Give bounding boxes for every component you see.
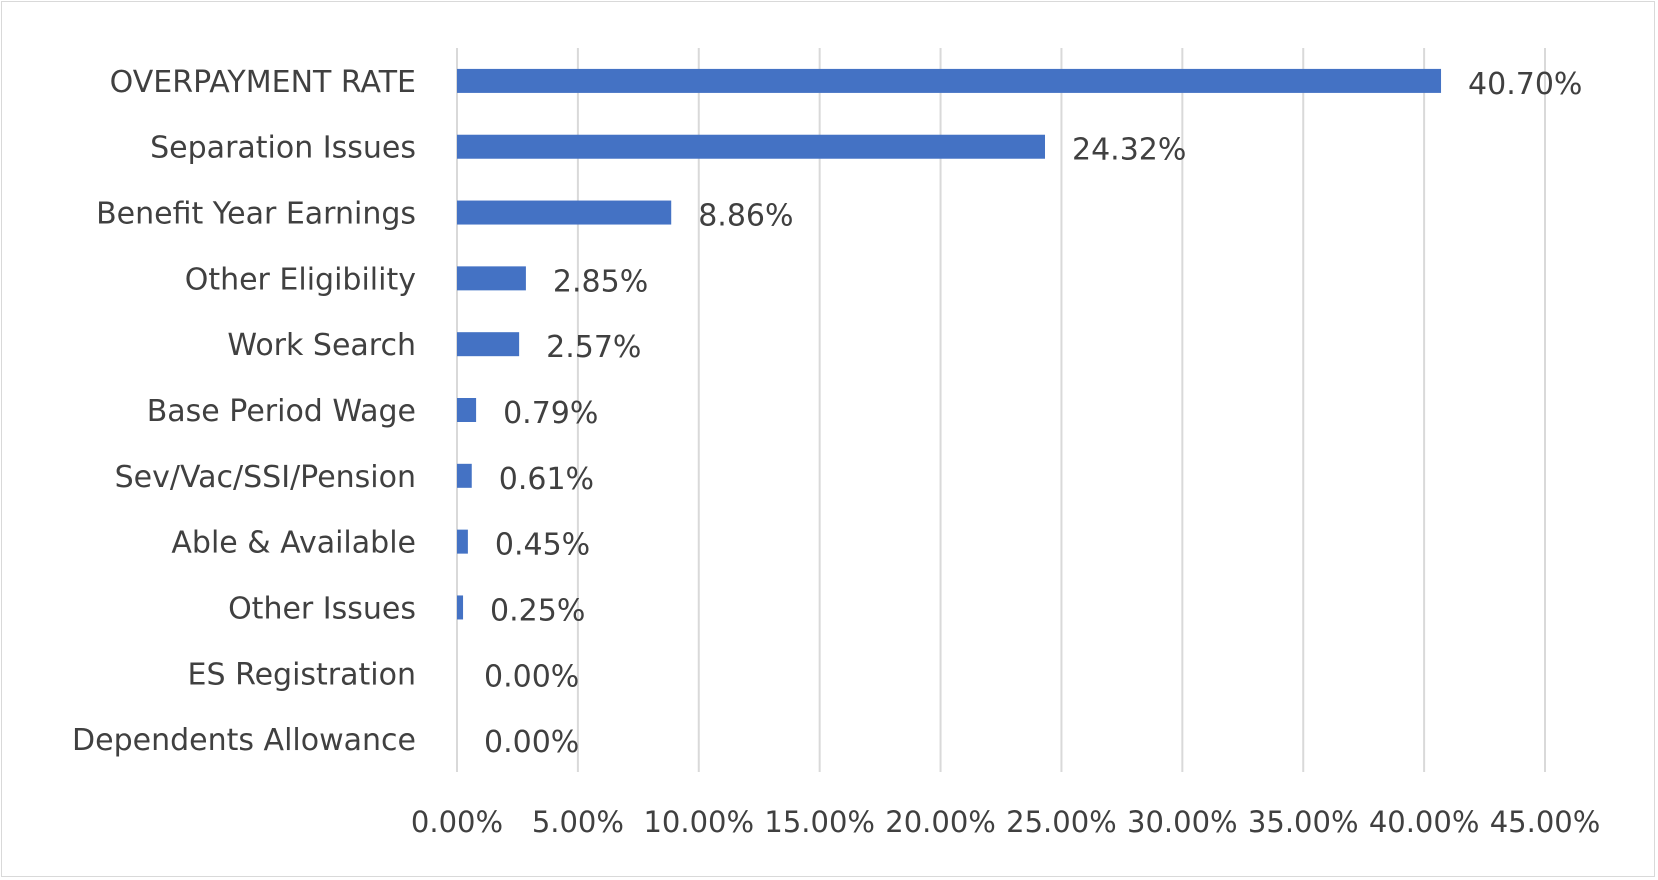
data-label: 2.85% bbox=[553, 264, 648, 299]
bar bbox=[457, 68, 1442, 93]
x-tick-label: 5.00% bbox=[532, 805, 624, 839]
bar bbox=[457, 134, 1046, 159]
category-label: OVERPAYMENT RATE bbox=[110, 65, 416, 100]
category-label: Work Search bbox=[227, 328, 416, 363]
bar bbox=[457, 200, 672, 225]
category-label: Separation Issues bbox=[150, 131, 416, 166]
category-label: Base Period Wage bbox=[147, 394, 416, 429]
data-label: 0.25% bbox=[490, 593, 585, 628]
x-tick-label: 20.00% bbox=[885, 805, 996, 839]
x-tick-label: 0.00% bbox=[411, 805, 503, 839]
data-label: 0.61% bbox=[499, 462, 594, 497]
data-label: 24.32% bbox=[1072, 133, 1186, 168]
x-tick-label: 35.00% bbox=[1248, 805, 1359, 839]
category-label: Other Eligibility bbox=[185, 262, 416, 297]
x-tick-label: 40.00% bbox=[1369, 805, 1480, 839]
data-label: 2.57% bbox=[546, 330, 641, 365]
bar bbox=[457, 266, 526, 291]
bar bbox=[457, 398, 477, 422]
category-label: Other Issues bbox=[228, 591, 416, 626]
x-tick-label: 15.00% bbox=[764, 805, 875, 839]
category-label: Sev/Vac/SSI/Pension bbox=[115, 460, 416, 495]
category-label: Dependents Allowance bbox=[72, 723, 416, 758]
x-tick-label: 10.00% bbox=[643, 805, 754, 839]
data-label: 0.45% bbox=[495, 528, 590, 563]
category-label: Able & Available bbox=[171, 526, 416, 561]
bar bbox=[457, 332, 520, 357]
data-label: 0.00% bbox=[484, 659, 579, 694]
bar bbox=[457, 463, 472, 488]
data-label: 8.86% bbox=[698, 199, 793, 234]
category-label: Benefit Year Earnings bbox=[96, 197, 416, 232]
data-label: 40.70% bbox=[1468, 67, 1582, 102]
x-tick-label: 30.00% bbox=[1127, 805, 1238, 839]
data-label: 0.00% bbox=[484, 725, 579, 760]
bar bbox=[457, 595, 464, 620]
x-tick-label: 25.00% bbox=[1006, 805, 1117, 839]
category-label: ES Registration bbox=[188, 657, 416, 692]
bar bbox=[457, 529, 468, 554]
data-label: 0.79% bbox=[503, 396, 598, 431]
x-tick-label: 45.00% bbox=[1490, 805, 1601, 839]
